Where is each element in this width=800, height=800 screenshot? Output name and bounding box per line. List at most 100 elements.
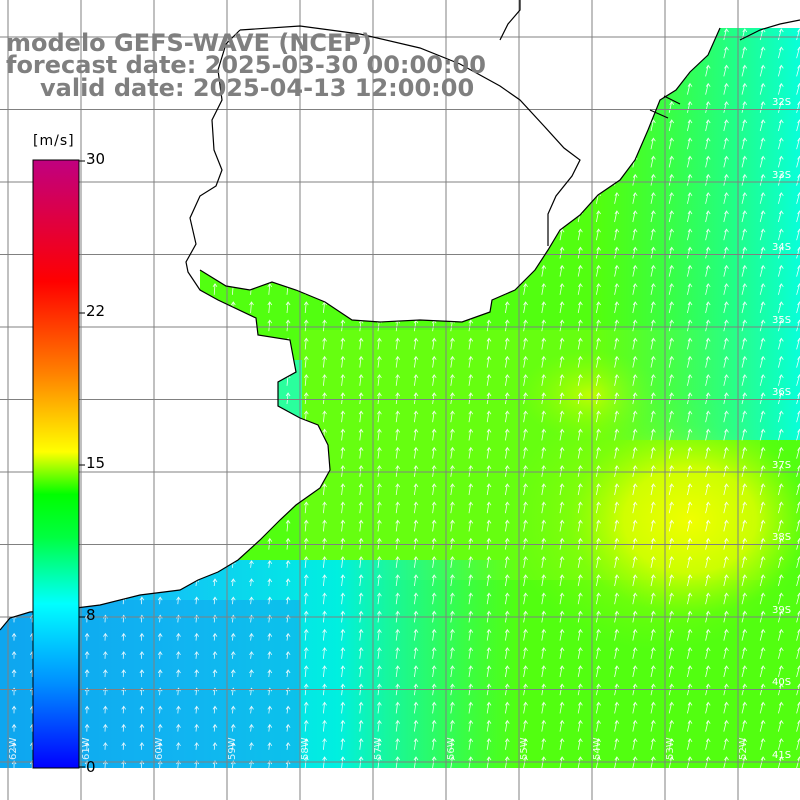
wind-arrow	[632, 647, 638, 659]
wind-arrow	[541, 483, 547, 496]
wind-arrow	[577, 264, 583, 277]
wind-arrow	[759, 210, 766, 223]
wind-arrow	[303, 556, 309, 568]
wind-arrow	[705, 592, 711, 605]
wind-arrow	[577, 410, 583, 423]
colorbar-tick-label: 8	[86, 606, 96, 624]
wind-arrow	[705, 701, 711, 714]
wind-arrow	[504, 301, 510, 314]
wind-arrow	[650, 446, 656, 459]
wind-arrow	[577, 355, 583, 368]
wind-arrow	[687, 647, 693, 659]
wind-arrow	[267, 596, 273, 605]
wind-arrow	[504, 374, 510, 386]
wind-arrow	[541, 665, 547, 678]
wind-arrow	[741, 82, 748, 95]
wind-arrow	[723, 374, 729, 386]
wind-arrow	[668, 155, 675, 168]
wind-arrow	[340, 574, 346, 587]
valid-date: valid date: 2025-04-13 12:00:00	[40, 74, 475, 102]
wind-arrow	[468, 428, 474, 441]
wind-arrow	[358, 374, 364, 386]
wind-arrow	[541, 410, 547, 423]
wind-arrow	[486, 319, 492, 332]
wind-arrow	[450, 738, 455, 750]
wind-arrow	[377, 628, 382, 641]
wind-arrow	[778, 465, 784, 477]
wind-arrow	[778, 392, 784, 405]
wind-arrow	[596, 556, 601, 568]
wind-arrow	[413, 628, 419, 641]
wind-arrow	[632, 210, 638, 223]
wind-arrow	[322, 355, 327, 368]
wind-arrow	[705, 556, 711, 568]
wind-arrow	[668, 173, 675, 186]
wind-arrow	[541, 556, 547, 568]
wind-arrow	[687, 192, 693, 204]
wind-arrow	[249, 651, 254, 659]
wind-arrow	[230, 705, 236, 714]
wind-arrow	[614, 410, 620, 423]
latitude-label: 34S	[772, 242, 791, 253]
wind-arrow	[650, 374, 656, 386]
wind-arrow	[413, 337, 419, 350]
wind-arrow	[157, 742, 163, 750]
wind-arrow	[705, 301, 711, 314]
wind-arrow	[577, 283, 583, 295]
wind-arrow	[157, 705, 163, 714]
wind-arrow	[596, 337, 601, 350]
wind-arrow	[614, 628, 620, 641]
wind-arrow	[668, 319, 675, 332]
wind-arrow	[377, 501, 382, 514]
wind-arrow	[285, 319, 291, 332]
wind-arrow	[468, 556, 474, 568]
wind-arrow	[541, 355, 547, 368]
wind-arrow	[759, 137, 766, 150]
wind-arrow	[468, 355, 474, 368]
wind-arrow	[596, 446, 601, 459]
latitude-label: 39S	[772, 605, 791, 616]
wind-arrow	[267, 723, 273, 732]
wind-arrow	[139, 596, 145, 605]
wind-arrow	[614, 446, 620, 459]
wind-arrow	[687, 392, 693, 405]
wind-arrow	[340, 319, 346, 332]
wind-arrow	[176, 596, 181, 605]
wind-arrow	[450, 519, 455, 532]
wind-arrow	[523, 392, 528, 405]
wind-arrow	[723, 355, 729, 368]
wind-arrow	[559, 592, 565, 605]
wind-arrow	[596, 355, 601, 368]
wind-arrow	[303, 301, 309, 314]
wind-arrow	[285, 560, 291, 568]
wind-arrow	[486, 446, 492, 459]
colorbar-units: [m/s]	[33, 133, 75, 149]
wind-arrow	[322, 665, 327, 678]
wind-arrow	[358, 355, 364, 368]
wind-arrow	[741, 738, 748, 750]
wind-arrow	[759, 428, 766, 441]
wind-arrow	[450, 701, 455, 714]
wind-arrow	[358, 738, 364, 750]
wind-arrow	[723, 628, 729, 641]
wind-arrow	[176, 651, 181, 659]
longitude-label: 52W	[738, 737, 749, 760]
wind-arrow	[377, 574, 382, 587]
wind-arrow	[431, 501, 437, 514]
wind-arrow	[705, 719, 711, 732]
wind-arrow	[559, 283, 565, 295]
wind-arrow	[486, 592, 492, 605]
wind-arrow	[559, 719, 565, 732]
wind-arrow	[759, 701, 766, 714]
wind-arrow	[322, 410, 327, 423]
wind-arrow	[778, 556, 784, 568]
colorbar-tick-label: 22	[86, 302, 106, 320]
wind-arrow	[431, 719, 437, 732]
wind-arrow	[523, 337, 528, 350]
wind-arrow	[559, 556, 565, 568]
wind-arrow	[650, 355, 656, 368]
wind-arrow	[596, 283, 601, 295]
wind-arrow	[285, 392, 291, 405]
wind-arrow	[650, 155, 656, 168]
wind-arrow	[759, 647, 766, 659]
